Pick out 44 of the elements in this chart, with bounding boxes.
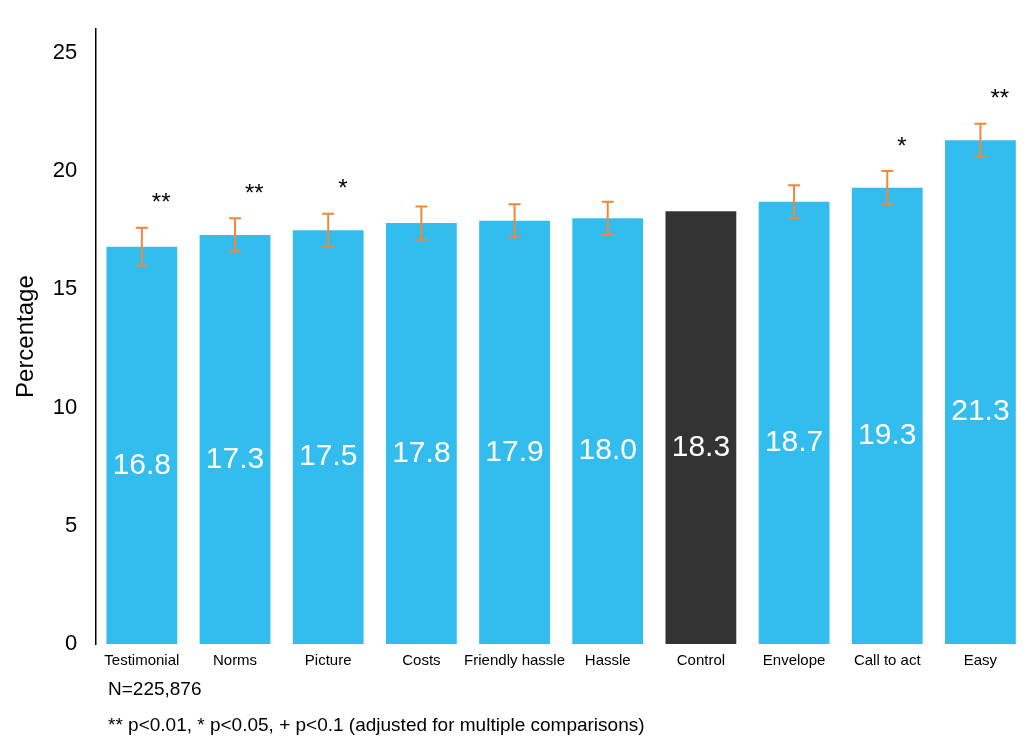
data-label: 16.8 bbox=[112, 446, 172, 480]
data-label: 18.7 bbox=[764, 424, 824, 458]
y-tick-label: 5 bbox=[65, 511, 78, 537]
annotation: * bbox=[338, 174, 348, 202]
y-tick-label: 10 bbox=[52, 393, 78, 419]
bar bbox=[758, 201, 830, 644]
annotation: ** bbox=[151, 188, 171, 216]
text: N=225,876 bbox=[108, 678, 203, 700]
bar bbox=[479, 220, 550, 644]
x-tick-label: Testimonial bbox=[104, 651, 180, 669]
bar bbox=[106, 246, 178, 644]
x-tick-label: Control bbox=[676, 651, 726, 669]
data-label: 19.3 bbox=[858, 417, 917, 451]
bar bbox=[572, 218, 644, 644]
bar bbox=[385, 223, 457, 644]
x-tick-label: Picture bbox=[304, 651, 352, 669]
annotation: ** bbox=[245, 178, 264, 206]
x-tick-label: Easy bbox=[963, 651, 998, 669]
data-label: 17.5 bbox=[299, 438, 358, 472]
y-tick-label: 25 bbox=[52, 38, 78, 64]
bar bbox=[665, 211, 737, 644]
bar bbox=[199, 234, 271, 644]
data-label: 17.9 bbox=[485, 433, 544, 467]
x-tick-label: Envelope bbox=[762, 651, 826, 669]
annotation: * bbox=[897, 131, 907, 159]
x-tick-label: Norms bbox=[212, 651, 258, 669]
x-tick-label: Hassle bbox=[584, 651, 631, 669]
x-tick-label: Costs bbox=[402, 651, 441, 669]
bar bbox=[851, 187, 923, 644]
y-tick-label: 0 bbox=[65, 630, 78, 656]
x-tick-label: Friendly hassle bbox=[464, 651, 565, 669]
data-label: 21.3 bbox=[951, 393, 1010, 427]
bar bbox=[292, 230, 364, 644]
y-tick-label: 15 bbox=[52, 275, 78, 301]
annotation: ** bbox=[990, 84, 1010, 112]
data-label: 18.0 bbox=[578, 432, 637, 466]
text: ** p<0.01, * p<0.05, + p<0.1 (adjusted for multiple comparisons) bbox=[108, 714, 646, 736]
y-axis-title: Percentage bbox=[11, 275, 39, 398]
bar bbox=[945, 140, 1016, 644]
y-tick-label: 20 bbox=[52, 157, 78, 183]
data-label: 17.8 bbox=[392, 434, 451, 468]
x-tick-label: Call to act bbox=[853, 651, 922, 669]
data-label: 17.3 bbox=[205, 440, 265, 474]
data-label: 18.3 bbox=[671, 428, 731, 462]
